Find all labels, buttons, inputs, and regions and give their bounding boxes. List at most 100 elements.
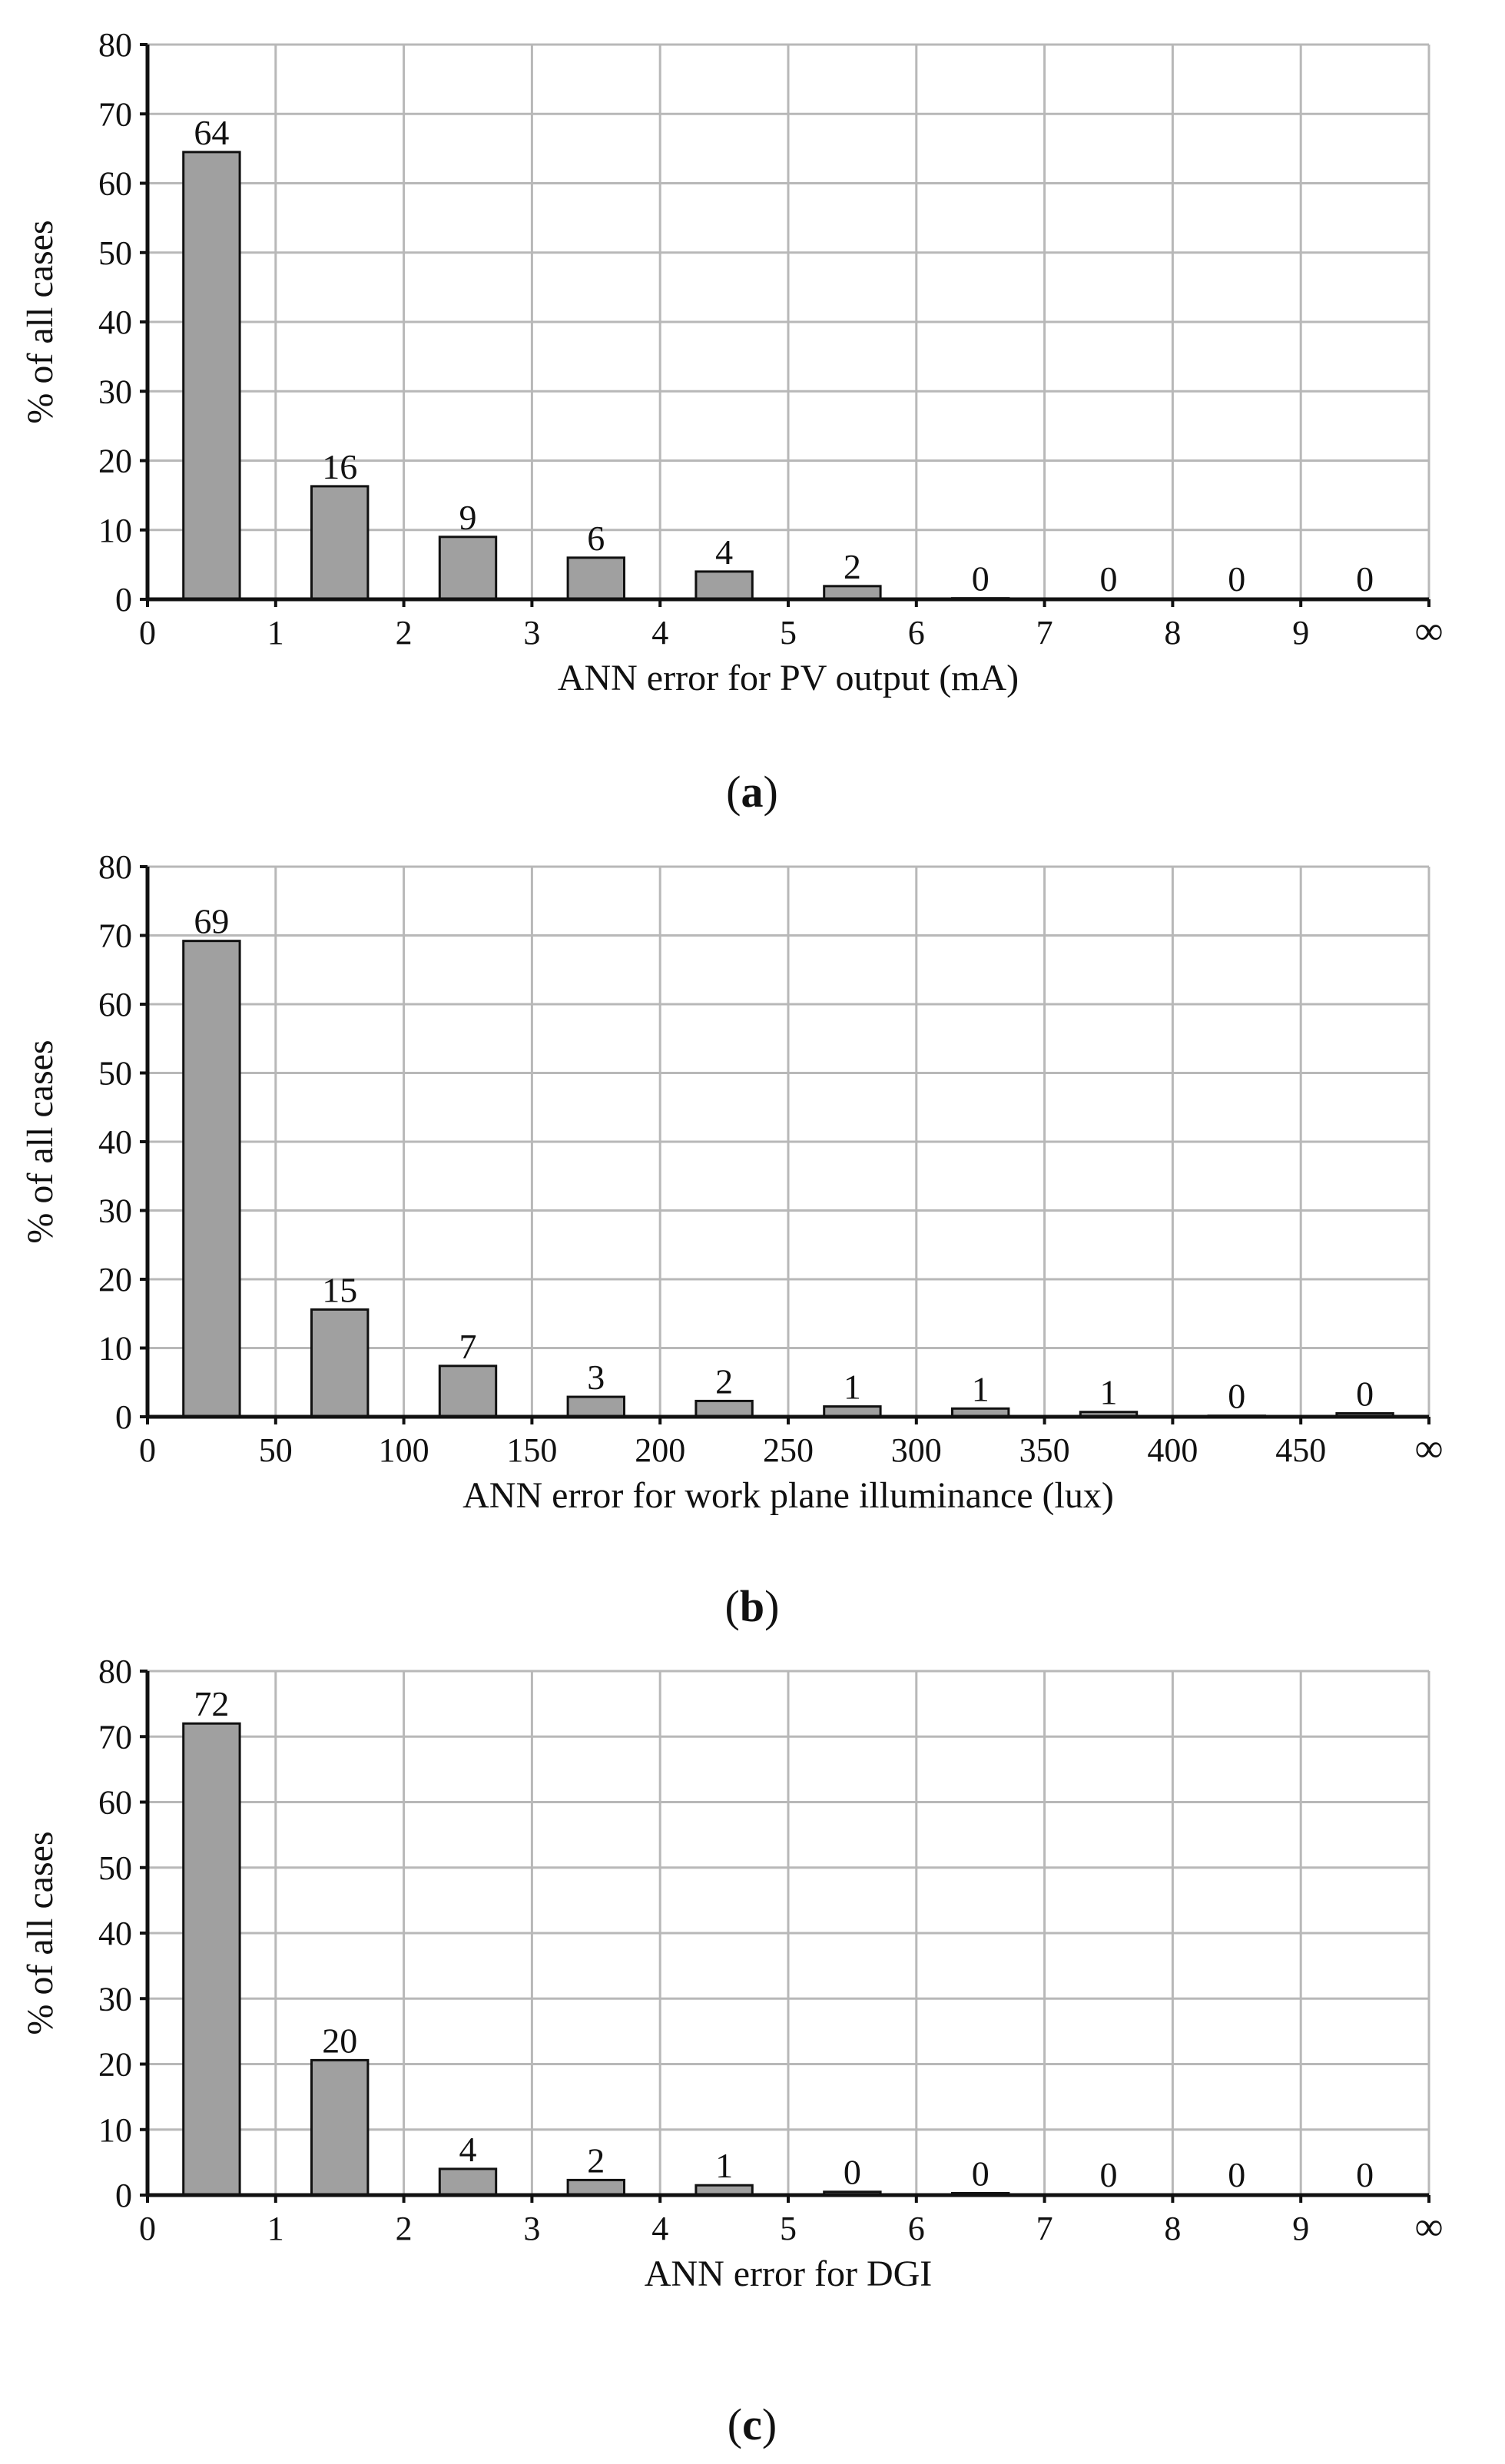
- bar: [310, 485, 370, 601]
- data-label: 6: [587, 519, 605, 558]
- x-tick-label: 100: [379, 1431, 429, 1469]
- x-tick-label: 1: [267, 614, 284, 652]
- data-label: 20: [322, 2021, 357, 2060]
- y-axis-title: % of all cases: [20, 220, 61, 423]
- data-label: 3: [587, 1358, 605, 1397]
- bar: [566, 1395, 625, 1418]
- data-label: 0: [1228, 559, 1245, 599]
- bar: [310, 1308, 370, 1418]
- y-tick-label: 70: [98, 95, 132, 133]
- x-tick-label: 1: [267, 2210, 284, 2247]
- y-tick-label: 0: [115, 1398, 132, 1436]
- y-tick-label: 60: [98, 165, 132, 203]
- y-tick-label: 10: [98, 512, 132, 549]
- data-label: 9: [459, 498, 477, 537]
- data-label: 0: [844, 2153, 861, 2192]
- y-tick-label: 40: [98, 1915, 132, 1952]
- panel-b: 69 15 7 3 2 1 1 1 0 0 0 10 20 30 40 50 60 70 80 0 50 100 150 20…: [0, 822, 1505, 1640]
- data-label: 0: [1228, 2155, 1245, 2194]
- x-tick-label: 350: [1019, 1431, 1070, 1469]
- x-tick-label: 400: [1147, 1431, 1198, 1469]
- data-label: 69: [194, 902, 229, 941]
- x-tick-label: 200: [635, 1431, 685, 1469]
- x-tick-label: 250: [763, 1431, 814, 1469]
- y-tick-label: 60: [98, 986, 132, 1023]
- y-tick-label: 80: [98, 848, 132, 886]
- x-axis-title: ANN error for DGI: [645, 2253, 933, 2294]
- x-tick-label: 5: [780, 614, 797, 652]
- x-tick-label: 0: [139, 2210, 156, 2247]
- y-tick-label: 80: [98, 1653, 132, 1690]
- y-axis-title: % of all cases: [20, 1040, 61, 1243]
- panel-caption: (b): [725, 1581, 780, 1631]
- x-tick-label: 300: [891, 1431, 942, 1469]
- x-tick-label: 450: [1275, 1431, 1326, 1469]
- y-tick-label: 70: [98, 917, 132, 955]
- y-tick-label: 0: [115, 2177, 132, 2214]
- y-tick-label: 10: [98, 1330, 132, 1368]
- bar: [438, 2167, 498, 2197]
- x-tick-label: 7: [1036, 614, 1053, 652]
- panel-caption: (a): [726, 767, 778, 817]
- data-label: 2: [715, 1361, 733, 1401]
- y-tick-label: 30: [98, 1980, 132, 2018]
- bar: [438, 1365, 498, 1418]
- bar: [438, 536, 498, 601]
- y-tick-label: 80: [98, 26, 132, 64]
- bar: [566, 556, 625, 601]
- y-tick-label: 50: [98, 234, 132, 272]
- bar: [182, 151, 241, 601]
- x-tick-label: 9: [1292, 2210, 1309, 2247]
- y-tick-label: 20: [98, 2046, 132, 2084]
- data-label: 2: [587, 2141, 605, 2180]
- data-label: 72: [194, 1684, 229, 1723]
- x-tick-label: 0: [139, 614, 156, 652]
- data-label: 0: [1356, 2155, 1374, 2194]
- x-tick-label: 2: [396, 2210, 413, 2247]
- x-tick-label: 5: [780, 2210, 797, 2247]
- data-label: 0: [1228, 1377, 1245, 1416]
- x-tick-label: 3: [523, 614, 540, 652]
- data-label: 0: [972, 559, 990, 599]
- data-label: 0: [1356, 1375, 1374, 1414]
- data-label: 7: [459, 1327, 477, 1366]
- y-tick-label: 50: [98, 1849, 132, 1887]
- y-tick-label: 20: [98, 443, 132, 480]
- data-label: 1: [1100, 1373, 1118, 1412]
- data-label: 4: [715, 532, 733, 572]
- y-tick-label: 30: [98, 1192, 132, 1230]
- bar: [182, 1722, 241, 2197]
- data-label: 0: [972, 2154, 990, 2193]
- data-label: 4: [459, 2130, 477, 2169]
- panel-c: 72 20 4 2 1 0 0 0 0 0 0 10 20 30 40 50 60 70 80 0 1 2 3 4 5 6 7 8 9 ∞…: [0, 1640, 1505, 2460]
- x-tick-label: 8: [1164, 614, 1181, 652]
- bar: [182, 940, 241, 1418]
- y-tick-label: 60: [98, 1784, 132, 1822]
- data-label: 16: [322, 447, 357, 486]
- y-axis-title: % of all cases: [20, 1831, 61, 2035]
- bar: [310, 2058, 370, 2197]
- x-tick-label: 9: [1292, 614, 1309, 652]
- data-label: 15: [322, 1270, 357, 1309]
- x-tick-label: ∞: [1414, 2205, 1443, 2249]
- x-tick-label: 4: [651, 2210, 668, 2247]
- x-tick-label: 50: [259, 1431, 293, 1469]
- y-tick-label: 40: [98, 1123, 132, 1161]
- y-tick-label: 0: [115, 581, 132, 618]
- data-label: 1: [972, 1369, 990, 1408]
- x-tick-label: ∞: [1414, 609, 1443, 653]
- y-tick-label: 20: [98, 1261, 132, 1298]
- y-tick-label: 30: [98, 373, 132, 410]
- data-label: 0: [1356, 559, 1374, 599]
- x-tick-label: 7: [1036, 2210, 1053, 2247]
- x-tick-label: 150: [506, 1431, 557, 1469]
- data-label: 64: [194, 113, 229, 152]
- data-label: 0: [1100, 559, 1118, 599]
- data-label: 1: [715, 2146, 733, 2185]
- x-tick-label: 3: [523, 2210, 540, 2247]
- y-tick-label: 40: [98, 303, 132, 341]
- x-axis-title: ANN error for PV output (mA): [558, 658, 1019, 698]
